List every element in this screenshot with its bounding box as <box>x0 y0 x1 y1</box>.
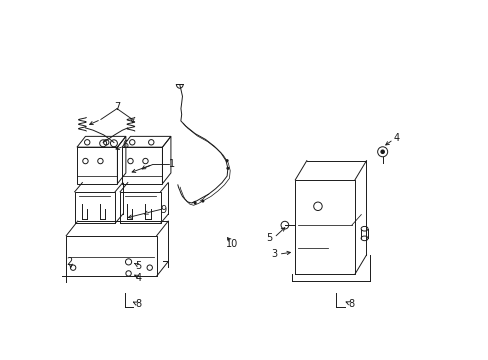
Text: 10: 10 <box>226 239 238 249</box>
Text: 9: 9 <box>160 204 166 215</box>
Circle shape <box>225 159 228 162</box>
Text: 6: 6 <box>122 140 129 150</box>
Text: 7: 7 <box>114 102 120 112</box>
Circle shape <box>193 202 196 204</box>
Text: 5: 5 <box>135 261 142 271</box>
Text: 4: 4 <box>392 132 398 143</box>
Text: 4: 4 <box>135 273 142 283</box>
Circle shape <box>380 149 384 154</box>
Circle shape <box>201 199 204 203</box>
Text: 8: 8 <box>348 299 354 309</box>
Text: 8: 8 <box>135 299 142 309</box>
Circle shape <box>226 167 229 170</box>
Text: 5: 5 <box>266 233 272 243</box>
Text: 1: 1 <box>169 159 175 170</box>
Text: 3: 3 <box>270 249 277 259</box>
Text: 2: 2 <box>66 257 72 267</box>
